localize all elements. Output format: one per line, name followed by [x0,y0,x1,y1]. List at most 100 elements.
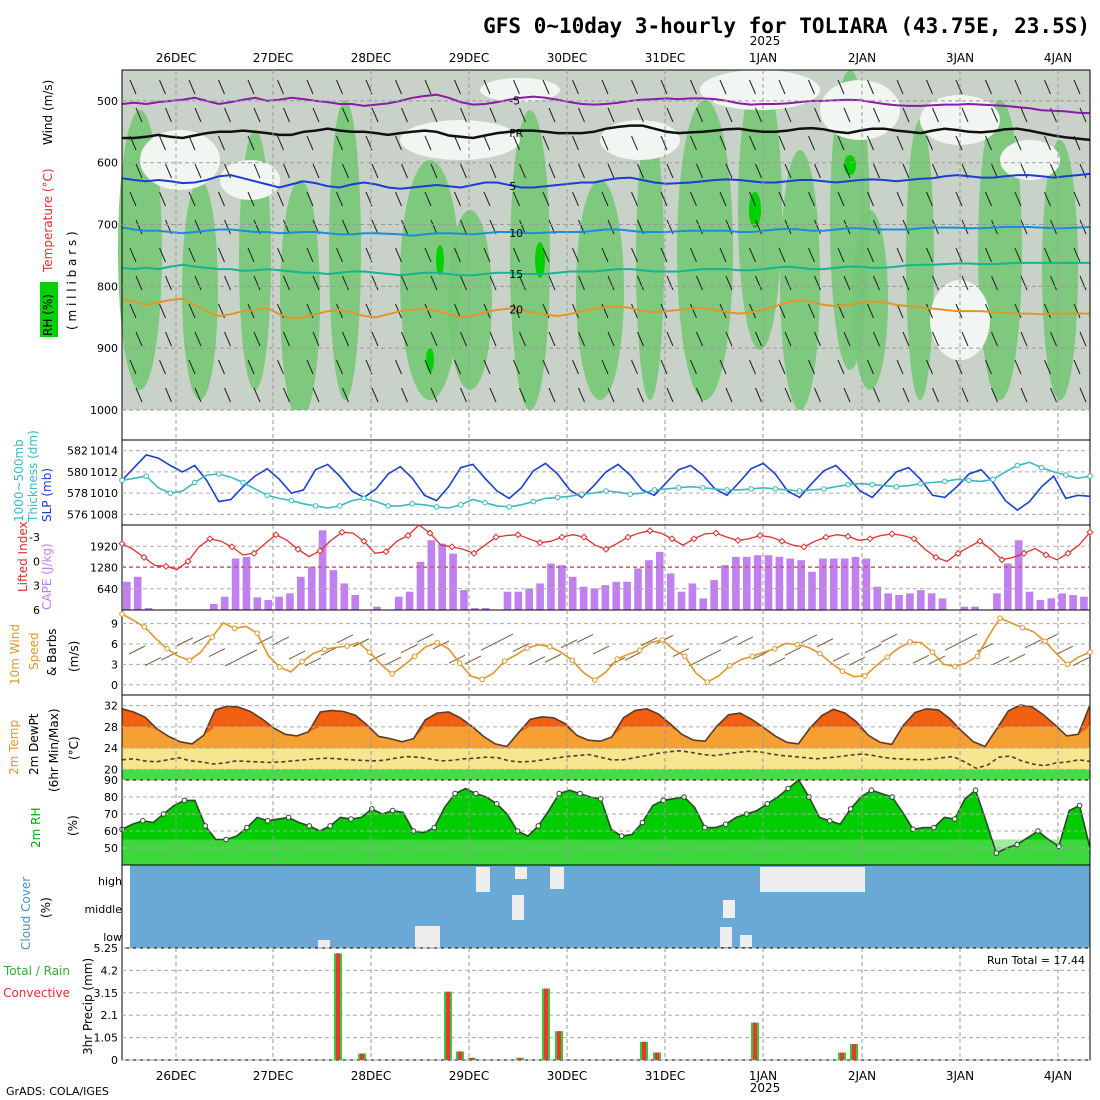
wind-barb [188,247,196,263]
wind-barb [749,135,756,151]
wind-barb [489,107,497,123]
wind-barb [725,331,733,347]
thickness-point [385,503,392,509]
rh-blob [677,100,733,400]
wind10-point [974,653,981,660]
wind10-point [141,624,148,630]
precip-conv-bar [852,1044,856,1060]
cloud-level-label: high [98,875,122,888]
wind-barb [188,135,196,151]
wind-barb [660,359,668,375]
rh2m-point [452,790,458,797]
wind-barb [519,163,526,179]
wind-barb [690,359,697,375]
wind-barb [218,135,225,151]
wind-barb [336,303,343,319]
cape-bar [851,556,860,610]
wind-barb [961,331,969,347]
precip-tick-label: 3.15 [94,987,119,1000]
precip-conv-bar [544,988,548,1060]
wind-barb [814,107,821,123]
rh2m-point [493,801,500,807]
wind10-point [1064,661,1071,668]
wind-barb [283,331,290,347]
rh2m-point [556,790,562,797]
wind-barb [135,331,143,347]
surface-barb [976,642,994,652]
cape-bar [481,608,490,610]
bottom-date-label: 31DEC [645,1069,685,1083]
wind-barb [572,247,579,263]
wind-barb [336,135,343,151]
wind-barb [1014,135,1022,151]
li-tick-label: 0 [33,555,40,568]
wind-barb [778,303,786,319]
wind-barb [460,107,467,123]
wind-barb [719,191,727,207]
wind10-point [501,658,508,664]
wind-barb [867,359,874,375]
wind-barb [165,275,172,291]
surface-barb [416,633,434,643]
cape-tick-label: 1920 [90,540,118,553]
wind10-point [411,653,418,660]
wind-barb [135,107,143,123]
wind-barb [165,387,172,403]
rh2m-tick-label: 90 [104,774,118,787]
wind-barb [631,303,638,319]
surface-barb [144,657,162,667]
wind-barb [601,135,609,151]
wind-barb [631,247,638,263]
wind-barb [129,79,137,95]
li-point [426,529,434,537]
wind-barb [985,359,992,375]
cape-bar [460,590,468,610]
wind-barb [430,219,438,235]
wind-barb [926,303,933,319]
cape-bar [318,530,327,610]
rh2m-axis-title: 2m RH [29,808,43,849]
cape-bar [1036,600,1045,610]
wind-barb [814,275,821,291]
wind-barb [725,275,733,291]
wind-barb [194,331,202,347]
temperature-axis-title: Temperature (°C) [41,168,55,273]
rh-high-patch [844,155,856,175]
cape-bar [721,565,729,610]
wind-barb [424,303,432,319]
cloud-axis-title: Cloud Cover [19,877,33,950]
cape-bar [623,581,631,610]
li-point [844,532,852,540]
thickness-unit-title: Thickness (dm) [26,430,40,523]
rh2m-point [868,787,875,794]
wind-barb [607,219,615,235]
cape-bar [449,553,457,610]
slp-axis-titles: 1000~500mb Thickness (dm) SLP (mb) [12,430,54,523]
wind-barb [873,163,880,179]
wind-barb [342,387,349,403]
cape-bar [808,571,816,610]
wind-barb [312,275,320,291]
wind10-point [884,654,891,660]
rh2m-point [327,823,333,829]
wind-barb [867,135,874,151]
wind-barb [371,219,379,235]
wind-barb [932,387,939,403]
surface-barb [128,645,146,655]
surface-barb [512,642,530,652]
temp-line [121,704,1091,748]
cloud-clear-patch [723,900,735,918]
wind-barb [784,219,792,235]
wind-barb [542,191,550,207]
wind10-point [186,657,193,664]
wind-barb [188,191,196,207]
upper-wind-barbs [129,79,1087,403]
wind-barb [932,331,939,347]
rh-dry-patch [400,120,520,160]
wind-barb [513,79,520,95]
li-point [756,531,764,540]
thickness-point [772,486,779,492]
wind-barb [814,331,821,347]
contour--5 [121,93,1091,115]
surface-barb [224,657,242,667]
